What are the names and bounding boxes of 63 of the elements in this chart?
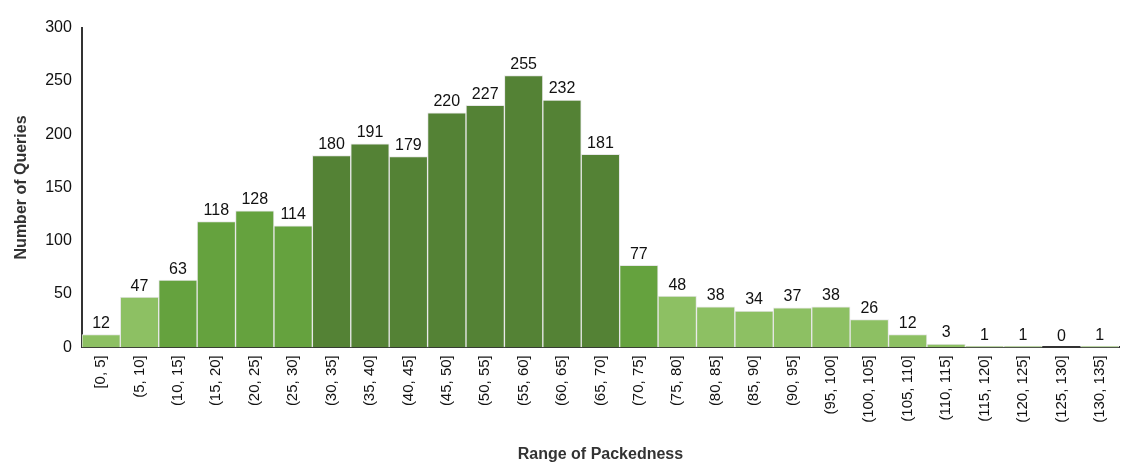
x-tick-label: (105, 110]: [897, 355, 915, 422]
data-label: 47: [130, 276, 149, 294]
x-tick-label: (30, 35]: [321, 355, 339, 407]
x-tick-label: (95, 100]: [821, 355, 839, 415]
x-tick-label: (25, 30]: [283, 355, 301, 407]
x-tick-label: (110, 115]: [936, 355, 954, 421]
y-tick-label: 150: [45, 177, 72, 195]
x-tick-label: (80, 85]: [705, 355, 723, 407]
data-label: 1: [1018, 325, 1028, 343]
data-label: 48: [668, 275, 687, 293]
data-label: 255: [510, 54, 538, 72]
x-tick-label: (100, 105]: [859, 355, 877, 423]
data-label: 128: [241, 190, 269, 208]
data-label: 63: [169, 259, 187, 277]
x-tick-label: (85, 90]: [744, 355, 762, 407]
x-tick-label: (90, 95]: [782, 355, 800, 407]
data-label: 181: [587, 133, 614, 151]
data-label: 227: [471, 84, 499, 102]
y-tick-label: 200: [45, 124, 72, 142]
x-tick-label: [0, 5]: [91, 355, 109, 389]
y-tick-label: 250: [45, 71, 72, 89]
data-label: 38: [822, 286, 840, 304]
data-label: 118: [203, 200, 230, 218]
data-label: 34: [745, 290, 764, 308]
data-label: 180: [318, 134, 346, 152]
data-label: 179: [395, 135, 422, 153]
data-label: 77: [629, 244, 648, 262]
data-label: 191: [356, 123, 384, 141]
y-axis-title: Number of Queries: [12, 115, 30, 260]
data-label: 1: [980, 325, 990, 343]
x-tick-label: (50, 55]: [475, 355, 493, 407]
y-tick-label: 100: [45, 231, 72, 249]
x-tick-label: (125, 130]: [1051, 355, 1069, 423]
data-label: 12: [92, 313, 111, 331]
x-tick-label: (20, 25]: [244, 355, 262, 407]
x-tick-label: (5, 10]: [129, 355, 147, 398]
data-label: 220: [433, 92, 461, 110]
x-tick-label: (35, 40]: [360, 355, 378, 407]
x-tick-label: (45, 50]: [436, 355, 454, 407]
data-label: 114: [280, 205, 307, 223]
x-tick-label: (15, 20]: [206, 355, 224, 407]
x-tick-label: (10, 15]: [168, 355, 186, 407]
data-label: 0: [1056, 326, 1066, 344]
data-label: 38: [706, 286, 725, 304]
data-label: 37: [783, 287, 802, 305]
data-label: 232: [548, 79, 576, 97]
data-label: 1: [1095, 325, 1105, 343]
x-tick-label: (75, 80]: [667, 355, 685, 407]
y-tick-label: 300: [45, 18, 72, 36]
x-tick-label: (65, 70]: [590, 355, 608, 407]
data-label: 26: [860, 298, 879, 316]
x-tick-label: (120, 125]: [1013, 355, 1031, 423]
data-label: 12: [898, 313, 917, 331]
x-tick-label: (60, 65]: [552, 355, 570, 407]
y-tick-label: 50: [54, 284, 72, 302]
data-label: 3: [941, 323, 951, 341]
x-tick-label: (55, 60]: [513, 355, 531, 407]
x-axis-title: Range of Packedness: [517, 444, 684, 462]
x-tick-label: (70, 75]: [629, 355, 646, 407]
y-tick-label: 0: [62, 337, 72, 355]
x-tick-label: (40, 45]: [398, 355, 416, 407]
x-tick-label: (115, 120]: [974, 355, 992, 422]
x-tick-label: (130, 135]: [1089, 355, 1107, 423]
